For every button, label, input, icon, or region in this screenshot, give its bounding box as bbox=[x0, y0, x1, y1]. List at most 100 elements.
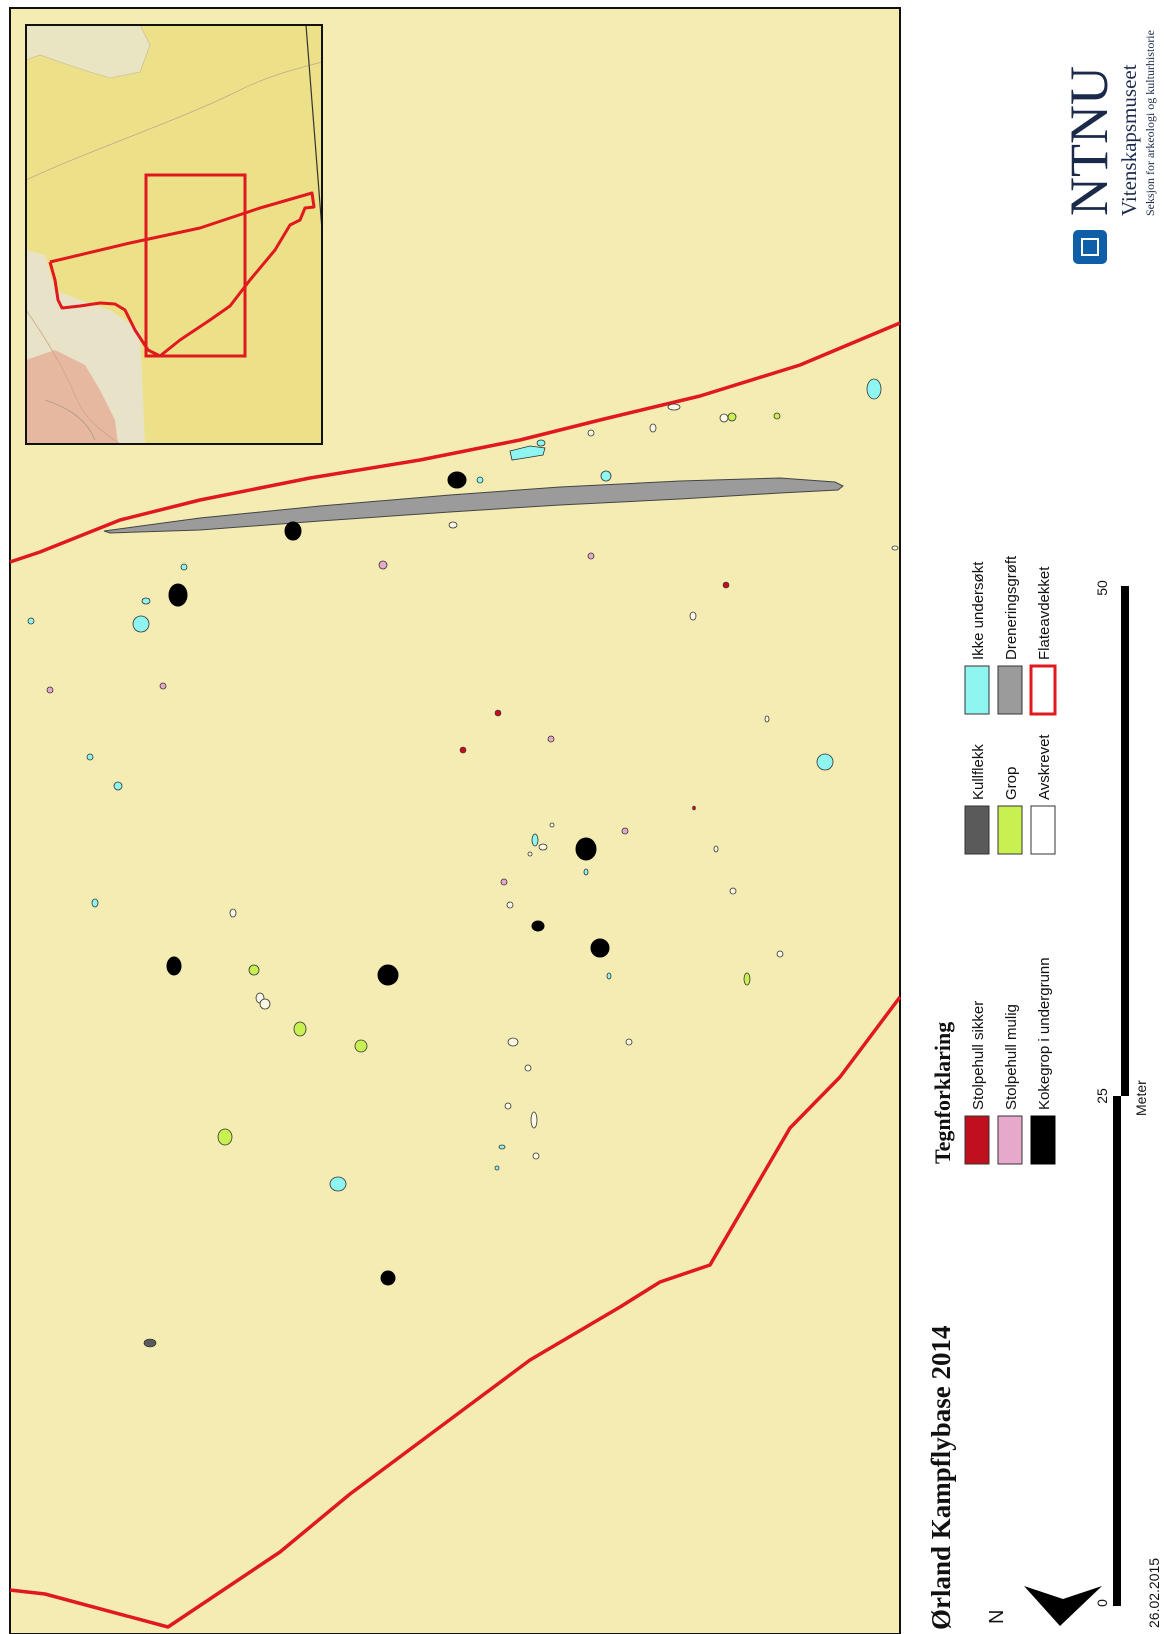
scale-tick-25: 25 bbox=[1094, 1088, 1110, 1104]
legend-swatch bbox=[1030, 805, 1056, 855]
grop bbox=[217, 1128, 233, 1146]
inset-map bbox=[25, 24, 323, 445]
north-label: N bbox=[986, 1610, 1008, 1624]
legend-swatch bbox=[964, 1115, 990, 1165]
grop bbox=[293, 1021, 307, 1037]
ikke-undersokt bbox=[86, 753, 94, 761]
legend-item: Dreneringsgrøft bbox=[997, 555, 1023, 715]
ikke-undersokt bbox=[27, 617, 35, 625]
logo-name: NTNU bbox=[1059, 66, 1119, 216]
margin-panel: Ørland Kampflybase 2014 Tegnforklaring S… bbox=[926, 30, 1162, 1630]
ikke-undersokt bbox=[866, 378, 882, 400]
ikke-undersokt bbox=[600, 470, 612, 482]
boundary-bottom-line bbox=[9, 995, 902, 1629]
ikke-undersokt bbox=[583, 868, 589, 876]
avskrevet bbox=[764, 715, 770, 723]
ikke-undersokt bbox=[498, 1144, 506, 1150]
inset-contour-a bbox=[25, 61, 323, 181]
avskrevet bbox=[776, 950, 784, 958]
avskrevet bbox=[713, 845, 719, 853]
legend: Stolpehull sikker Stolpehull mulig Kokegro… bbox=[964, 555, 1057, 1165]
ikke-undersokt bbox=[606, 972, 612, 980]
avskrevet bbox=[504, 1102, 512, 1110]
stolpehull-sikker bbox=[722, 581, 730, 589]
ikke-undersokt bbox=[132, 615, 150, 633]
map-title: Ørland Kampflybase 2014 bbox=[926, 1325, 956, 1630]
avskrevet bbox=[259, 998, 271, 1010]
legend-swatch bbox=[1030, 1115, 1056, 1165]
grop bbox=[248, 964, 260, 976]
inset-extent-rectangle bbox=[144, 173, 247, 358]
avskrevet bbox=[538, 843, 548, 851]
ikke-undersokt bbox=[494, 1165, 500, 1171]
stolpehull-mulig bbox=[46, 686, 54, 694]
legend-label: Flateavdekket bbox=[1036, 566, 1053, 660]
legend-label: Avskrevet bbox=[1036, 734, 1053, 800]
legend-swatch bbox=[997, 1115, 1023, 1165]
legend-label: Stolpehull mulig bbox=[1003, 1004, 1020, 1110]
grop bbox=[727, 412, 737, 422]
map-date: 26.02.2015 bbox=[1146, 1558, 1162, 1628]
avskrevet bbox=[587, 429, 595, 437]
legend-heading: Tegnforklaring bbox=[930, 1022, 955, 1164]
legend-label: Stolpehull sikker bbox=[970, 1001, 987, 1110]
avskrevet bbox=[625, 1038, 633, 1046]
avskrevet bbox=[506, 901, 514, 909]
stolpehull-mulig bbox=[621, 827, 629, 835]
legend-label: Dreneringsgrøft bbox=[1003, 555, 1020, 660]
grop bbox=[354, 1039, 368, 1053]
ikke-undersokt bbox=[531, 833, 539, 847]
scale-bar: 0 25 50 Meter bbox=[1094, 580, 1149, 1607]
ikke-undersokt bbox=[536, 439, 546, 447]
legend-item: Ikke undersøkt bbox=[964, 561, 990, 715]
legend-swatch bbox=[1029, 664, 1057, 716]
legend-label: Kullflekk bbox=[970, 744, 987, 800]
kullflekk-features bbox=[143, 1338, 157, 1348]
legend-label: Grop bbox=[1003, 767, 1020, 800]
stolpehull-sikker-features bbox=[459, 581, 730, 811]
kullflekk bbox=[143, 1338, 157, 1348]
inset-boundary bbox=[48, 191, 316, 358]
scale-bar-segment-2 bbox=[1121, 586, 1129, 1096]
legend-label: Ikke undersøkt bbox=[970, 561, 987, 660]
avskrevet bbox=[649, 423, 657, 433]
avskrevet bbox=[532, 1152, 540, 1160]
inset-light-area-top bbox=[25, 24, 151, 79]
legend-item: Flateavdekket bbox=[1029, 566, 1057, 716]
scale-unit: Meter bbox=[1133, 1080, 1149, 1116]
ikke-undersokt bbox=[476, 476, 484, 484]
stolpehull-mulig bbox=[159, 682, 167, 690]
legend-item: Kullflekk bbox=[964, 744, 990, 855]
legend-item: Stolpehull sikker bbox=[964, 1001, 990, 1165]
avskrevet bbox=[527, 851, 533, 857]
stolpehull-sikker bbox=[494, 709, 502, 717]
scale-tick-50: 50 bbox=[1094, 580, 1110, 596]
stolpehull-mulig-features bbox=[46, 552, 629, 886]
kokegrop bbox=[168, 583, 188, 607]
ikke-undersokt bbox=[113, 781, 123, 791]
avskrevet bbox=[530, 1111, 538, 1129]
inset-salmon-area bbox=[26, 350, 118, 444]
kokegrop bbox=[590, 938, 610, 958]
ikke-undersokt bbox=[141, 597, 151, 605]
avskrevet bbox=[448, 521, 458, 529]
avskrevet bbox=[507, 1037, 519, 1047]
avskrevet bbox=[729, 887, 737, 895]
logo-section: Seksjon for arkeologi og kulturhistorie bbox=[1143, 30, 1157, 216]
legend-item: Avskrevet bbox=[1030, 734, 1056, 855]
legend-item: Grop bbox=[997, 767, 1023, 855]
ikke-undersokt bbox=[509, 445, 546, 461]
ikke-undersokt bbox=[180, 563, 188, 571]
ikke-undersokt bbox=[329, 1176, 347, 1192]
excavation-boundary bbox=[9, 321, 902, 1629]
logo-museum: Vitenskapsmuseet bbox=[1117, 64, 1141, 216]
kokegrop bbox=[447, 471, 467, 489]
grop bbox=[743, 972, 751, 986]
north-arrow-icon: N bbox=[986, 1586, 1102, 1626]
legend-label: Kokegrop i undergrunn bbox=[1036, 957, 1053, 1110]
avskrevet bbox=[667, 403, 681, 411]
legend-swatch bbox=[964, 665, 990, 715]
kokegrop-features bbox=[166, 471, 610, 1286]
stolpehull-sikker bbox=[459, 746, 467, 754]
